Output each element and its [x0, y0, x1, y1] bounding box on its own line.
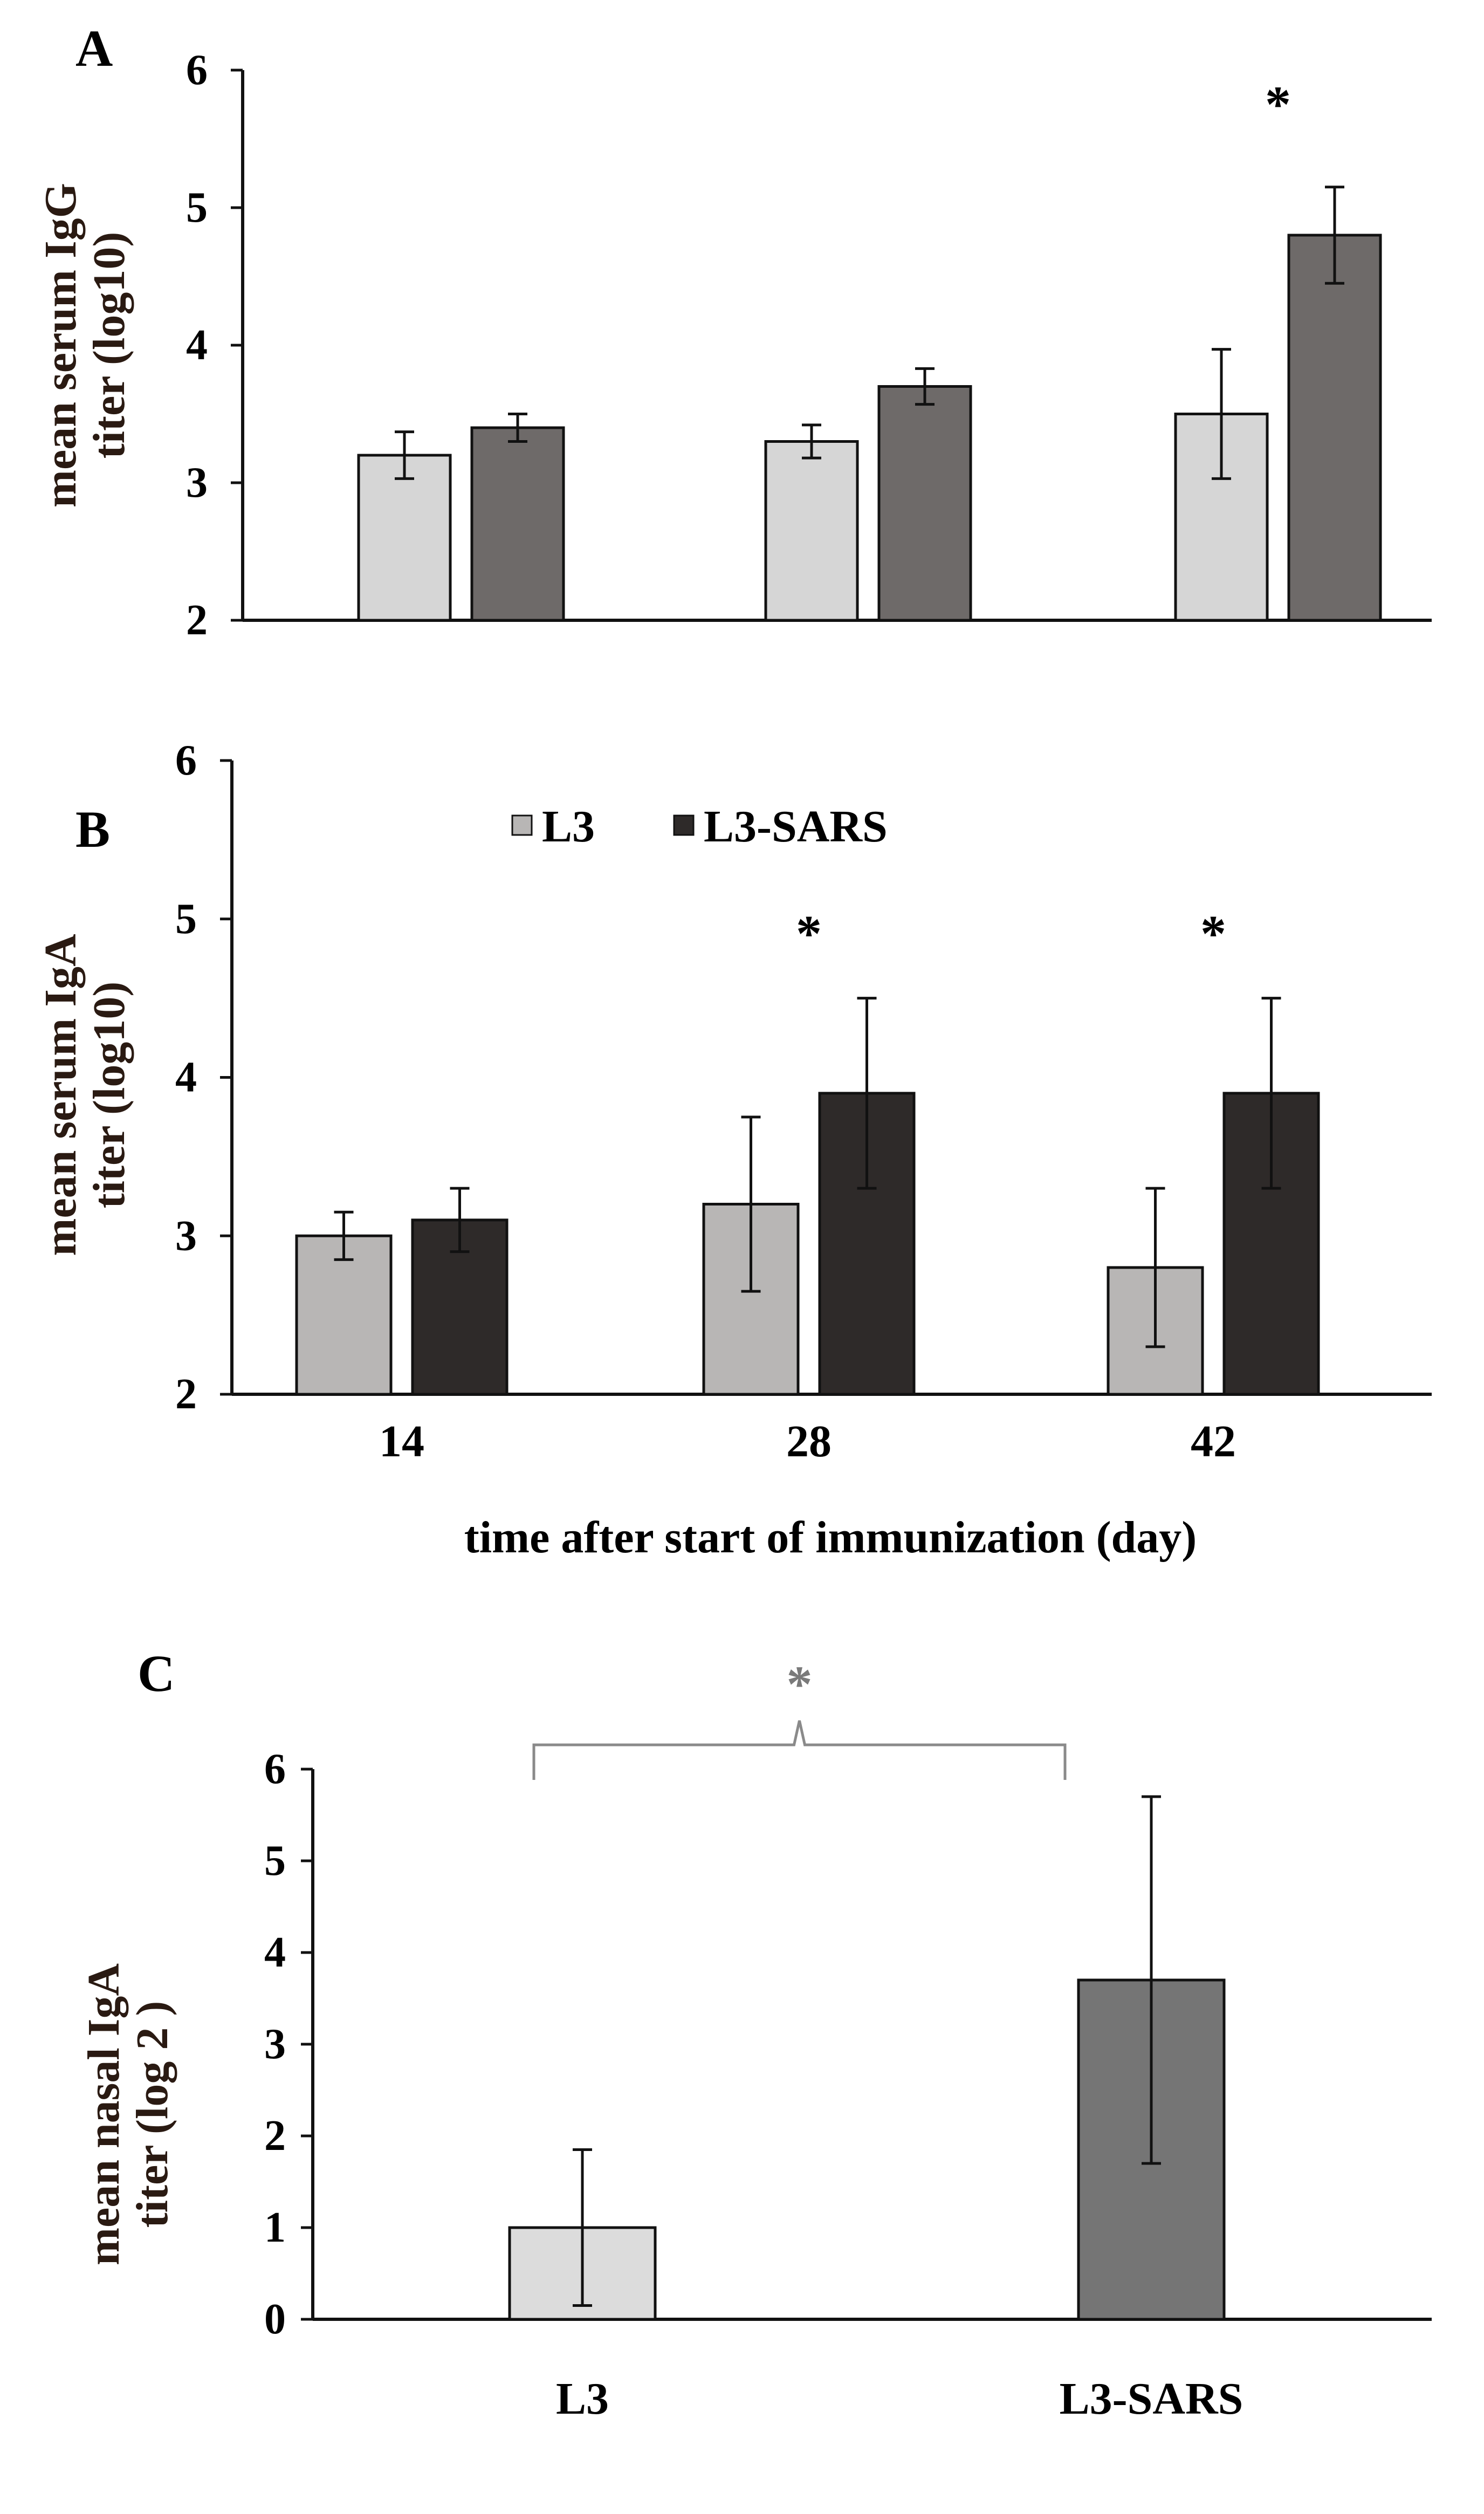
panel-c-y-axis-title: mean nasal IgA titer (log 2 ) — [79, 1963, 177, 2265]
panel-c-x-tick-label: L3 — [556, 2374, 609, 2424]
panel-c-y-axis-title-line2: titer (log 2 ) — [127, 2001, 177, 2228]
panel-a-y-tick-label: 3 — [186, 459, 208, 506]
panel-c-y-tick-label: 6 — [264, 1745, 286, 1793]
panel-b-y-axis-title: mean serum IgA titer (log10) — [36, 934, 134, 1256]
panel-c-x-tick-label: L3-SARS — [1060, 2374, 1243, 2424]
panel-b-y-tick-label: 4 — [175, 1054, 197, 1101]
panel-b-x-tick-label: 42 — [1191, 1416, 1236, 1467]
panel-a-y-axis-title-line1: mean serum IgG — [36, 183, 86, 508]
panel-c-y-tick-label: 2 — [264, 2112, 286, 2160]
panel-c-significance-bracket — [532, 1720, 1067, 1780]
panel-a-y-axis-title-line2: titer (log10) — [84, 232, 134, 459]
panel-b-plot: 2 3 4 5 6 14 28 42 * * — [175, 737, 1432, 1467]
panel-b-x-tick-label: 14 — [379, 1416, 424, 1467]
panel-a-letter: A — [75, 19, 113, 77]
panel-c-plot: 0 1 2 3 4 5 6 L3 L3-SARS * — [264, 1655, 1432, 2424]
panel-b-bar-l3-day-14 — [295, 1234, 393, 1396]
panel-b-y-tick-label: 5 — [175, 895, 197, 943]
panel-b-y-axis-title-line2: titer (log10) — [84, 982, 134, 1209]
legend-swatch-l3-sars — [673, 814, 695, 836]
panel-a-y-tick-label: 6 — [186, 46, 208, 94]
panel-a-bar-l3-day-28 — [764, 440, 859, 622]
panel-b-y-tick-label: 6 — [175, 737, 197, 784]
legend-swatch-l3 — [511, 814, 533, 836]
panel-a-y-axis-title: mean serum IgG titer (log10) — [36, 183, 134, 508]
panel-c-y-axis-title-line1: mean nasal IgA — [79, 1963, 129, 2265]
panel-c-significance-star: * — [787, 1655, 813, 1713]
panel-a-y-tick-label: 4 — [186, 321, 208, 369]
panel-b-y-tick-label: 3 — [175, 1212, 197, 1259]
panel-a-y-tick-label: 2 — [186, 597, 208, 644]
panel-c: C mean nasal IgA titer (log 2 ) 0 1 2 3 4 5 6 L… — [79, 1645, 1432, 2424]
panel-a: A mean serum IgG titer (log10) 2 3 4 5 6 * — [36, 19, 1432, 644]
panel-c-y-tick-label: 3 — [264, 2020, 286, 2068]
panel-b-x-axis-title: time after start of immunization (day) — [464, 1512, 1197, 1563]
panel-a-bar-l3-day-14 — [357, 454, 452, 622]
panel-c-y-tick-label: 0 — [264, 2296, 286, 2343]
panel-a-y-tick-label: 5 — [186, 184, 208, 231]
panel-b-x-tick-label: 28 — [786, 1416, 832, 1467]
panel-b-letter: B — [75, 800, 110, 858]
panel-a-bar-l3-sars-day-14 — [470, 426, 565, 622]
panel-b-significance-star: * — [1200, 905, 1226, 962]
panel-c-y-tick-label: 5 — [264, 1837, 286, 1885]
panel-c-letter: C — [138, 1645, 175, 1702]
panel-b: B mean serum IgA titer (log10) 2 3 4 5 6 14 28… — [36, 737, 1432, 1563]
panel-b-significance-star: * — [796, 905, 822, 962]
panel-b-y-tick-label: 2 — [175, 1371, 197, 1418]
panel-a-significance-star: * — [1265, 76, 1291, 133]
panel-c-y-tick-label: 4 — [264, 1929, 286, 1976]
panel-b-legend: L3 L3-SARS — [511, 802, 888, 852]
legend-label-l3: L3 — [542, 802, 595, 852]
panel-a-bar-l3-sars-day-28 — [877, 385, 972, 622]
panel-a-plot: 2 3 4 5 6 * — [186, 46, 1432, 644]
panel-c-y-tick-label: 1 — [264, 2204, 286, 2251]
panel-a-bar-l3-sars-day-42 — [1287, 234, 1382, 622]
legend-label-l3-sars: L3-SARS — [704, 802, 888, 852]
panel-b-y-axis-title-line1: mean serum IgA — [36, 934, 86, 1256]
